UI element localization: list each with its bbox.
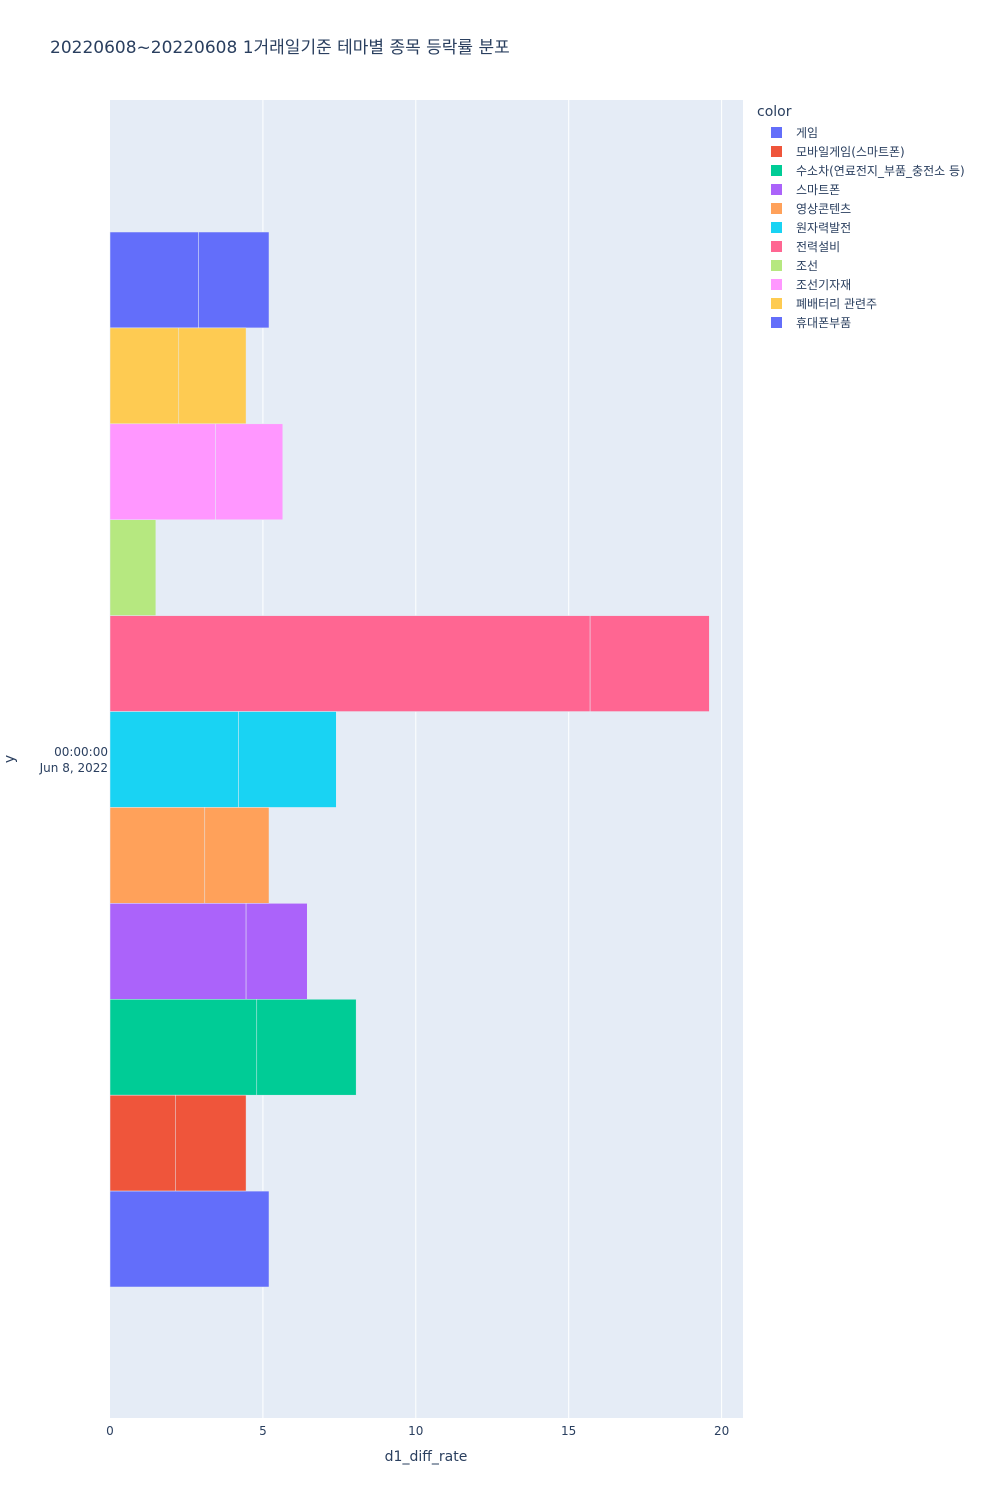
legend-swatch [771, 165, 782, 176]
x-tick-label: 0 [106, 1424, 114, 1438]
legend-label: 조선기자재 [796, 278, 852, 292]
legend-item[interactable]: 조선기자재 [757, 275, 965, 294]
legend-swatch [771, 203, 782, 214]
legend-label: 전력설비 [796, 240, 841, 254]
legend-swatch [771, 241, 782, 252]
legend-swatch [771, 127, 782, 138]
bar-segment[interactable] [109, 711, 239, 808]
bar-segment[interactable] [109, 327, 180, 425]
legend-item[interactable]: 폐배터리 관련주 [757, 294, 965, 313]
x-tick-label: 20 [714, 1424, 729, 1438]
legend-label: 수소차(연료전지_부품_충전소 등) [796, 164, 965, 178]
bar-segment[interactable] [256, 999, 357, 1096]
legend-swatch [771, 298, 782, 309]
bar-segment[interactable] [245, 903, 308, 1000]
x-tick-label: 10 [408, 1424, 423, 1438]
legend-item[interactable]: 스마트폰 [757, 180, 965, 199]
x-tick-labels: 0 5 10 15 20 [106, 1424, 729, 1438]
bar-segment[interactable] [109, 999, 258, 1096]
bar-segment[interactable] [589, 615, 710, 712]
legend-label: 게임 [796, 126, 819, 140]
legend-item[interactable]: 휴대폰부품 [757, 313, 965, 332]
x-axis-title: d1_diff_rate [385, 1449, 468, 1465]
legend-item[interactable]: 모바일게임(스마트폰) [757, 142, 965, 161]
legend-label: 원자력발전 [796, 221, 852, 235]
bar-segment[interactable] [109, 615, 591, 712]
bar-segment[interactable] [109, 423, 216, 520]
legend-swatch [771, 184, 782, 195]
bar-segment[interactable] [109, 519, 157, 616]
legend-swatch [771, 260, 782, 271]
bar-segment[interactable] [109, 231, 199, 329]
legend-swatch [771, 222, 782, 233]
bar-segment[interactable] [178, 327, 247, 425]
bar-segment[interactable] [238, 711, 337, 808]
legend-label: 영상콘텐츠 [796, 202, 852, 216]
legend-label: 폐배터리 관련주 [796, 297, 878, 311]
bar-segment[interactable] [109, 807, 206, 904]
bar-segment[interactable] [175, 1094, 247, 1192]
bar-segment[interactable] [204, 807, 270, 904]
y-tick-label-time: 00:00:00 [54, 745, 108, 759]
legend-swatch [771, 146, 782, 157]
bar-segment[interactable] [109, 903, 247, 1000]
legend-swatch [771, 317, 782, 328]
bars [109, 231, 710, 1288]
legend-label: 조선 [796, 259, 819, 273]
legend-label: 휴대폰부품 [796, 316, 852, 330]
legend-item[interactable]: 수소차(연료전지_부품_충전소 등) [757, 161, 965, 180]
bar-segment[interactable] [109, 1190, 270, 1288]
legend-item[interactable]: 전력설비 [757, 237, 965, 256]
bar-segment[interactable] [109, 1094, 176, 1192]
x-tick-label: 15 [561, 1424, 576, 1438]
legend-item[interactable]: 원자력발전 [757, 218, 965, 237]
legend-swatch [771, 279, 782, 290]
chart-title: 20220608~20220608 1거래일기준 테마별 종목 등락률 분포 [50, 38, 510, 58]
legend-item[interactable]: 조선 [757, 256, 965, 275]
legend-item[interactable]: 영상콘텐츠 [757, 199, 965, 218]
legend-item[interactable]: 게임 [757, 123, 965, 142]
legend-label: 스마트폰 [796, 183, 841, 197]
bar-segment[interactable] [198, 231, 270, 329]
y-tick-label-date: Jun 8, 2022 [39, 761, 108, 775]
x-tick-label: 5 [259, 1424, 267, 1438]
legend-title: color [757, 104, 792, 120]
bar-segment[interactable] [215, 423, 284, 520]
y-axis-title: y [2, 755, 18, 763]
legend-label: 모바일게임(스마트폰) [796, 145, 905, 159]
